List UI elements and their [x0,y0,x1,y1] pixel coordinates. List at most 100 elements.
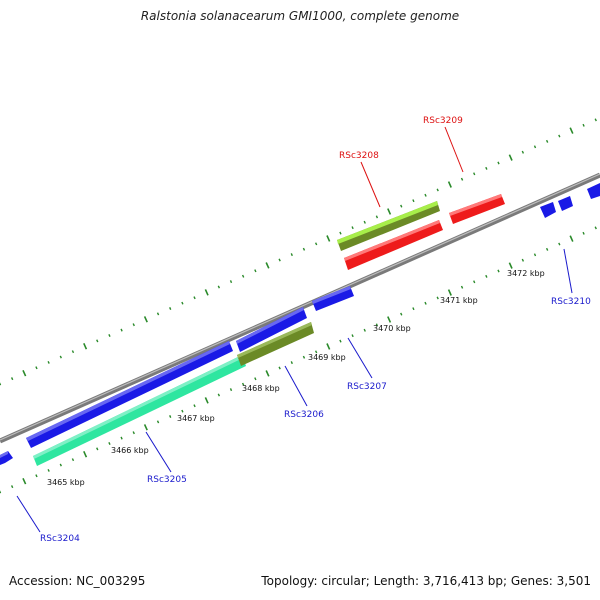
tick-mark [108,442,111,445]
kbp-label-3468: 3468 kbp [242,384,280,393]
tick-mark [521,258,525,262]
tick-mark [204,397,209,404]
gene-label-RSc3210[interactable]: RSc3210 [551,297,591,307]
tick-mark [497,161,500,165]
tick-mark [508,262,513,269]
tick-mark [59,355,62,359]
tick-mark [156,420,160,424]
tick-mark [193,296,196,300]
tick-mark [254,269,257,273]
tick-mark [35,474,38,478]
tick-mark [169,415,172,418]
tick-mark [375,215,379,219]
tick-mark [193,404,196,408]
tick-mark [83,450,88,458]
accession-text: Accession: NC_003295 [9,574,146,588]
map-title: Ralstonia solanacearum GMI1000, complete… [140,9,460,23]
gene-RSc3209[interactable] [449,194,505,224]
tick-mark [290,253,293,257]
gene-label-RSc3208[interactable]: RSc3208 [339,151,379,161]
tick-mark [363,220,366,224]
tick-mark [558,242,561,246]
tick-mark [582,123,585,127]
genome-summary-text: Topology: circular; Length: 3,716,413 bp… [261,574,591,588]
tick-mark [569,235,574,242]
tick-mark [351,334,354,338]
tick-mark [594,118,597,122]
tick-marks [0,118,597,494]
tick-mark [314,242,318,246]
tick-mark [485,274,488,278]
tick-mark [424,193,427,197]
tick-mark [363,328,366,332]
tick-mark [265,370,270,377]
tick-mark [545,247,549,251]
tick-mark [132,323,135,327]
tick-mark [594,226,597,230]
gene-label-RSc3205[interactable]: RSc3205 [147,475,187,485]
tick-mark [400,204,403,208]
tick-mark [35,366,38,370]
tick-mark [143,424,148,431]
gene-RSc3206-feature[interactable] [237,322,314,366]
tick-mark [521,150,525,154]
tick-mark [169,307,172,310]
chromosome-backbone [0,172,600,444]
tick-mark [339,339,342,343]
tick-mark [254,377,257,381]
tick-mark [10,377,14,381]
gene-RSc3208[interactable] [344,220,443,270]
tick-mark [326,343,331,350]
tick-mark [473,172,476,176]
tick-mark [400,312,403,316]
tick-mark [375,323,379,327]
gene-RSc3208-feature[interactable] [337,201,440,251]
tick-mark [96,339,99,343]
tick-mark [497,269,500,273]
tick-mark [181,409,184,413]
tick-mark [71,458,75,462]
tick-mark [460,285,464,289]
tick-mark [424,301,427,305]
tick-mark [132,431,135,435]
tick-mark [217,393,221,397]
tick-mark [508,154,513,161]
tick-mark [533,145,537,149]
tick-mark [387,316,392,323]
tick-mark [302,355,306,359]
gene-label-RSc3207[interactable]: RSc3207 [347,382,387,392]
tick-mark [545,139,549,143]
tick-mark [0,382,2,386]
tick-mark [217,285,221,289]
gene-RSc3206[interactable] [236,307,307,352]
tick-mark [83,342,88,350]
tick-mark [156,312,160,316]
kbp-label-3470: 3470 kbp [373,324,411,333]
tick-mark [447,289,452,296]
tick-mark [120,328,123,332]
tick-mark [278,258,281,262]
tick-mark [351,226,354,230]
gene-label-RSc3206[interactable]: RSc3206 [284,410,324,420]
gene-RSc3205[interactable] [26,341,233,448]
tick-mark [120,436,123,440]
gene-label-RSc3209[interactable]: RSc3209 [423,116,463,126]
tick-mark [290,361,293,365]
gene-RSc3205-feature[interactable] [33,355,246,466]
tick-mark [47,468,50,472]
kbp-label-3469: 3469 kbp [308,353,346,362]
gene-RSc3210[interactable] [540,183,600,218]
gene-label-RSc3204[interactable]: RSc3204 [40,534,80,544]
tick-mark [558,134,561,138]
callout-lines-blue [16,248,573,533]
tick-mark [447,181,452,188]
gene-RSc3204[interactable] [0,451,13,465]
gene-RSc3207[interactable] [312,286,354,311]
tick-mark [10,485,14,489]
tick-mark [326,235,331,242]
tick-mark [143,316,148,323]
tick-mark [387,208,392,215]
tick-mark [96,447,99,451]
tick-mark [229,280,233,284]
kbp-label-3471: 3471 kbp [440,296,478,305]
